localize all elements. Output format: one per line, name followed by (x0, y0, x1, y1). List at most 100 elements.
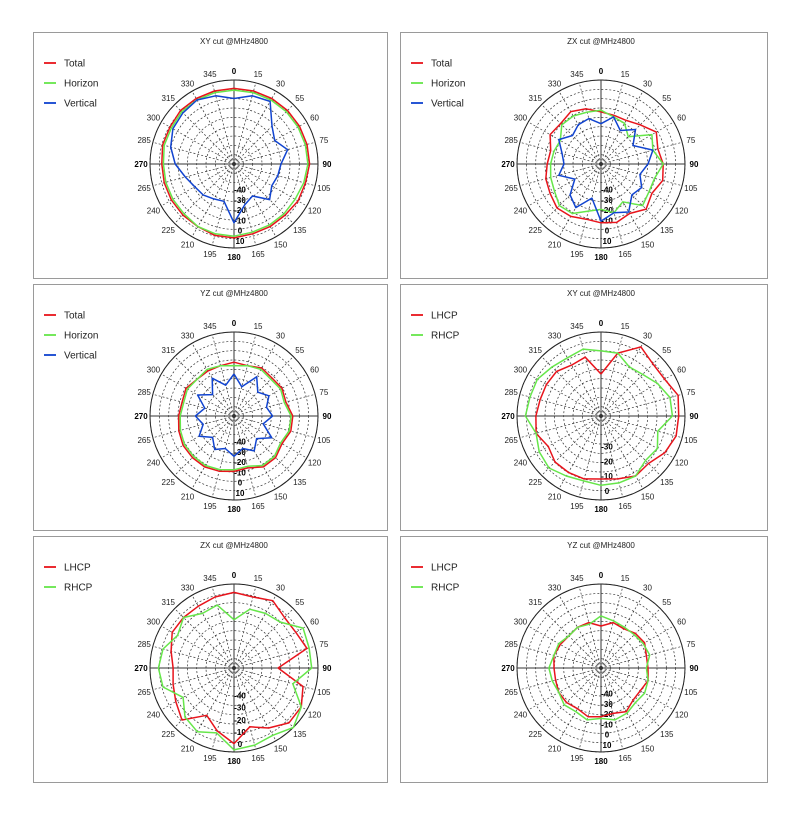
radial-tick-label: -30 (601, 196, 613, 205)
series-line-horizon (162, 89, 309, 237)
grid-spoke (233, 82, 257, 165)
grid-spoke (600, 608, 661, 669)
angle-tick-label: 315 (529, 94, 543, 103)
angle-tick-label: 225 (529, 226, 543, 235)
chart-panel-yz-cut-polarization: YZ cut @MHz4800 0 15 30 55 60 75 90 105 120 135 150… (33, 284, 388, 531)
angle-tick-label: 240 (147, 207, 161, 216)
angle-tick-label: 265 (504, 184, 518, 193)
angle-tick-label: 195 (570, 250, 584, 259)
angle-tick-label: 285 (137, 388, 151, 397)
angle-tick-label: 195 (570, 502, 584, 511)
chart-title: XY cut @MHz4800 (200, 37, 269, 46)
series-line-total (177, 361, 294, 473)
angle-tick-label: 300 (514, 366, 528, 375)
grid-spoke (152, 393, 235, 417)
angle-tick-label: 270 (501, 160, 515, 169)
angle-tick-label: 90 (323, 664, 332, 673)
radial-tick-label: -30 (234, 704, 246, 713)
legend-label: Horizon (64, 331, 98, 342)
chart-svg: XY cut @MHz4800 0 15 30 55 60 75 90 105 120 135 150… (44, 37, 332, 262)
angle-tick-label: 60 (310, 618, 319, 627)
grid-spoke (600, 356, 661, 417)
series-line-vertical (169, 95, 289, 224)
grid-spoke (600, 667, 644, 741)
angle-tick-label: 165 (251, 250, 265, 259)
angle-tick-label: 30 (276, 331, 285, 340)
angle-tick-label: 270 (501, 664, 515, 673)
grid-spoke (233, 608, 294, 669)
angle-tick-label: 55 (295, 598, 304, 607)
angle-tick-label: 150 (274, 241, 288, 250)
angle-tick-label: 270 (134, 664, 148, 673)
chart-svg: YZ cut @MHz4800 0 15 30 55 60 75 90 105 120 135 150… (44, 289, 332, 514)
series-line-rhcp (548, 615, 651, 721)
grid-spoke (600, 415, 683, 439)
chart-panel-xy-cut-circular: XY cut @MHz4800 0 15 30 55 60 75 90 105 120 135 150… (400, 284, 768, 531)
series-line-lhcp (553, 621, 649, 718)
grid-spoke (528, 667, 602, 711)
radial-tick-label: 0 (238, 227, 243, 236)
radial-tick-label: 0 (605, 487, 610, 496)
angle-tick-label: 120 (308, 711, 322, 720)
angle-tick-label: 330 (548, 331, 562, 340)
grid-spoke (600, 334, 624, 417)
angle-tick-label: 285 (137, 640, 151, 649)
grid-spoke (600, 91, 644, 165)
angle-tick-label: 15 (621, 70, 630, 79)
angle-tick-label: 240 (147, 711, 161, 720)
radial-tick-label: 10 (236, 237, 245, 246)
angle-tick-label: 135 (293, 478, 307, 487)
legend-label: Horizon (64, 79, 98, 90)
angle-tick-label: 90 (323, 412, 332, 421)
angle-tick-label: 165 (251, 502, 265, 511)
angle-tick-label: 60 (677, 114, 686, 123)
grid-spoke (600, 415, 674, 459)
grid-spoke (519, 667, 602, 691)
chart-title: ZX cut @MHz4800 (200, 541, 268, 550)
angle-tick-label: 165 (251, 754, 265, 763)
chart-panel-yz-cut-circular: YZ cut @MHz4800 0 15 30 55 60 75 90 105 120 135 150… (400, 536, 768, 783)
legend-label: LHCP (431, 311, 458, 322)
angle-tick-label: 55 (662, 94, 671, 103)
grid-spoke (233, 586, 257, 669)
grid-spoke (152, 667, 235, 691)
angle-tick-label: 180 (227, 505, 241, 514)
grid-spoke (191, 667, 235, 741)
series-line-total (545, 108, 664, 224)
grid-spoke (600, 373, 674, 417)
radial-tick-label: -20 (234, 458, 246, 467)
angle-tick-label: 330 (548, 79, 562, 88)
angle-tick-label: 180 (594, 253, 608, 262)
grid-spoke (161, 415, 235, 459)
series-line-vertical (194, 373, 274, 458)
angle-tick-label: 165 (618, 502, 632, 511)
chart-title: YZ cut @MHz4800 (200, 289, 268, 298)
radial-tick-label: 0 (238, 479, 243, 488)
radial-tick-label: 0 (605, 731, 610, 740)
grid-spoke (233, 91, 277, 165)
radial-tick-label: -30 (234, 448, 246, 457)
angle-tick-label: 105 (684, 436, 698, 445)
grid-spoke (600, 163, 683, 187)
angle-tick-label: 0 (599, 319, 604, 328)
angle-tick-label: 210 (548, 493, 562, 502)
angle-tick-label: 270 (134, 160, 148, 169)
chart-panel-xy-cut-polarization: XY cut @MHz4800 0 15 30 55 60 75 90 105 120 135 150… (33, 32, 388, 279)
radial-tick-label: 10 (603, 741, 612, 750)
angle-tick-label: 330 (181, 331, 195, 340)
grid-spoke (600, 667, 683, 691)
angle-tick-label: 60 (677, 618, 686, 627)
legend-label: Total (431, 59, 452, 70)
angle-tick-label: 90 (690, 160, 699, 169)
chart-svg: ZX cut @MHz4800 0 15 30 55 60 75 90 105 120 135 150… (411, 37, 699, 262)
angle-tick-label: 30 (643, 79, 652, 88)
angle-tick-label: 225 (162, 730, 176, 739)
angle-tick-label: 55 (295, 94, 304, 103)
angle-tick-label: 75 (319, 640, 328, 649)
grid-spoke (233, 667, 294, 728)
chart-title: YZ cut @MHz4800 (567, 541, 635, 550)
angle-tick-label: 165 (618, 754, 632, 763)
grid-spoke (600, 595, 644, 669)
angle-tick-label: 285 (504, 640, 518, 649)
grid-spoke (600, 82, 624, 165)
